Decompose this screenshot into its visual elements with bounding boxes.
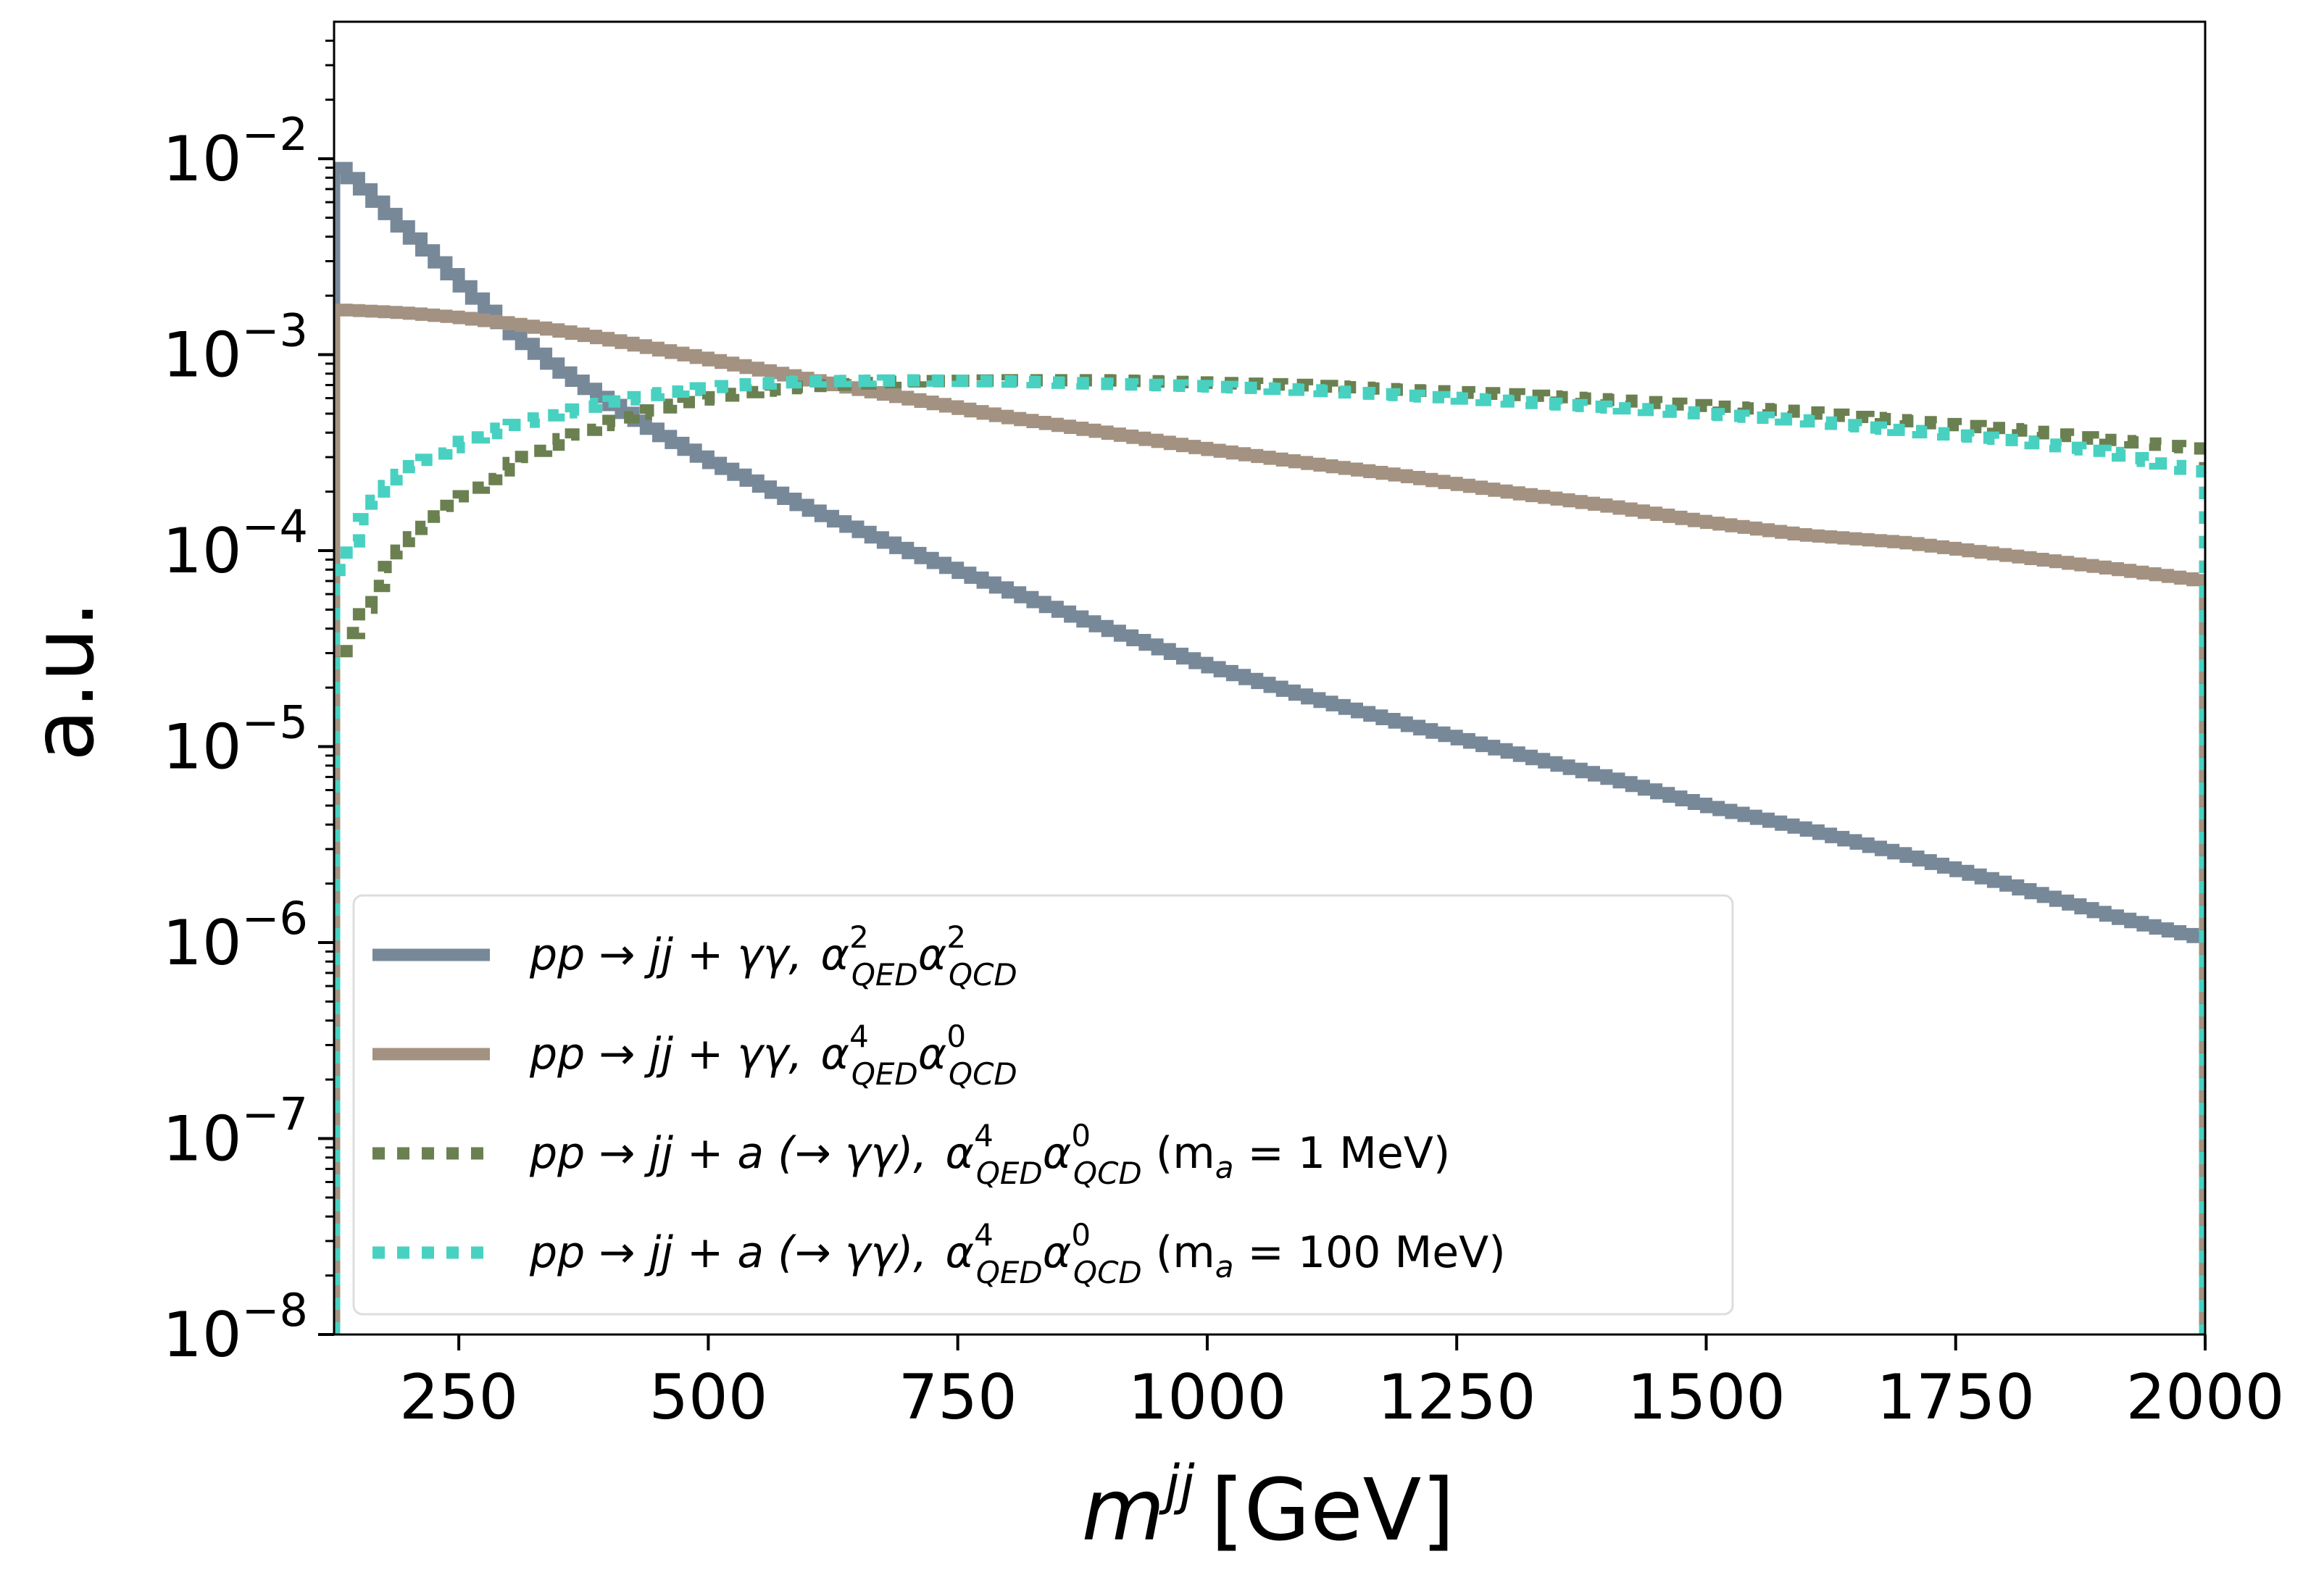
- x-tick-label: 2000: [2126, 1361, 2285, 1434]
- legend-label: pp → jj + γγ, α2 QEDα2 QCD: [529, 919, 1017, 993]
- x-axis-title-sup: jj: [1158, 1454, 1195, 1516]
- x-tick-label: 1500: [1627, 1361, 1786, 1434]
- x-axis-title-main: m: [1082, 1460, 1165, 1560]
- y-tick-label: 10−4: [162, 500, 308, 588]
- series-line-2: [334, 304, 2205, 1335]
- y-tick-label: 10−6: [162, 892, 308, 980]
- series-line-1: [334, 162, 2205, 1335]
- legend-label: pp → jj + a (→ γγ), α4 QEDα0 QCD (ma = 100…: [529, 1217, 1506, 1290]
- legend-label: pp → jj + a (→ γγ), α4 QEDα0 QCD (ma = 1 M…: [529, 1118, 1450, 1191]
- y-tick-label: 10−8: [162, 1284, 308, 1371]
- y-tick-label: 10−7: [162, 1088, 308, 1176]
- legend-label: pp → jj + γγ, α4 QEDα0 QCD: [529, 1019, 1017, 1092]
- series-line-4: [334, 374, 2205, 1335]
- ticks-group: 250 500 750 1000 1250 1500 1750 2000 10−2 10−3 10−…: [162, 39, 2285, 1434]
- x-tick-label: 500: [649, 1361, 767, 1434]
- y-tick-label: 10−5: [162, 696, 308, 784]
- x-axis-title: mjj [GeV]: [1082, 1454, 1455, 1560]
- legend-box: [352, 894, 1734, 1316]
- x-axis-title-unit: [GeV]: [1211, 1460, 1455, 1560]
- series-group: [334, 162, 2205, 1335]
- y-axis-title: a.u.: [13, 601, 113, 761]
- plot-frame: [333, 20, 2207, 1336]
- y-tick-label: 10−2: [162, 108, 308, 196]
- x-tick-label: 250: [399, 1361, 518, 1434]
- legend: pp → jj + γγ, α2 QEDα2 QCD pp → jj + γγ, α4…: [352, 894, 1734, 1316]
- x-tick-label: 1750: [1876, 1361, 2035, 1434]
- x-tick-label: 1250: [1378, 1361, 1536, 1434]
- x-tick-label: 1000: [1128, 1361, 1286, 1434]
- series-line-3: [334, 374, 2205, 1335]
- y-tick-label: 10−3: [162, 304, 308, 392]
- x-tick-label: 750: [899, 1361, 1017, 1434]
